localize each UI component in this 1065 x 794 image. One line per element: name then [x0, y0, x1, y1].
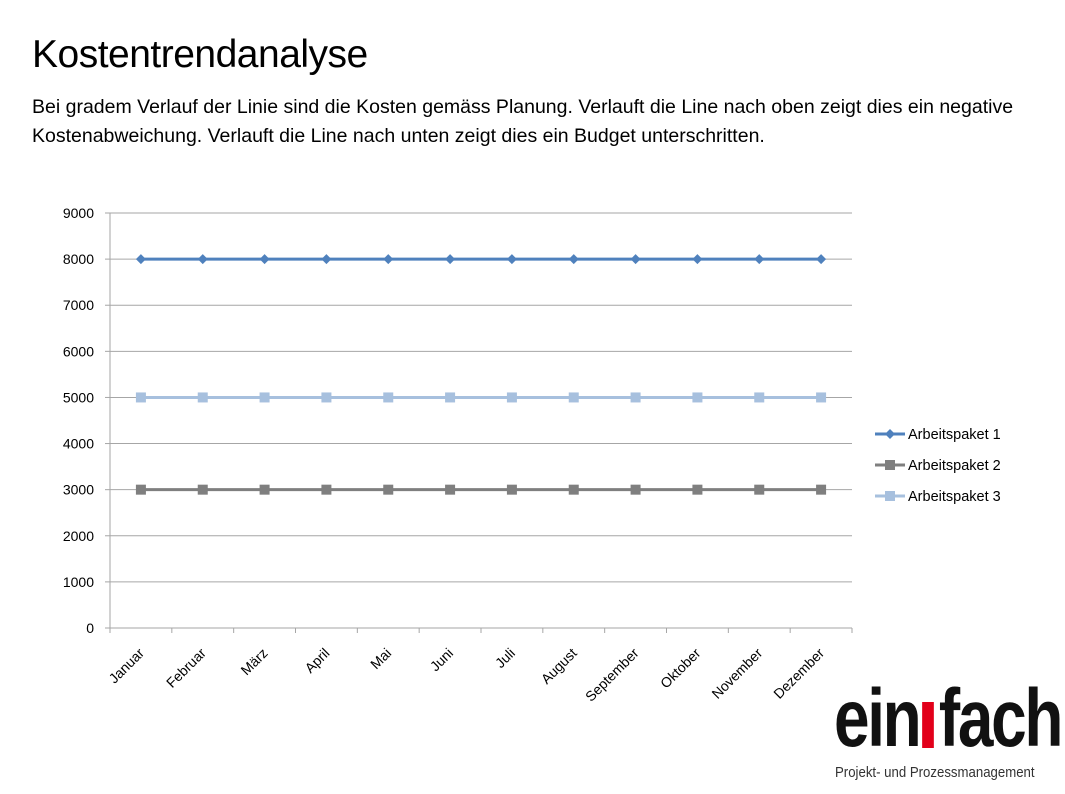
- data-point: [321, 254, 332, 265]
- data-point: [630, 392, 641, 403]
- data-point: [568, 254, 579, 265]
- logo-wordmark: ein fach: [834, 678, 1063, 760]
- data-point: [568, 392, 579, 403]
- chart-series: [135, 254, 827, 495]
- legend-item-2: Arbeitspaket 2: [875, 458, 1001, 474]
- x-tick-label: Juli: [492, 645, 518, 671]
- data-point: [568, 484, 579, 495]
- data-point: [259, 484, 270, 495]
- logo-red-bar: [922, 702, 935, 748]
- data-point: [383, 254, 394, 265]
- data-point: [135, 254, 146, 265]
- data-point: [506, 254, 517, 265]
- data-point: [754, 392, 765, 403]
- data-point: [445, 392, 456, 403]
- data-point: [816, 254, 827, 265]
- data-point: [445, 484, 456, 495]
- x-tick-label: September: [582, 645, 642, 705]
- data-point: [816, 484, 827, 495]
- y-tick-label: 9000: [63, 205, 94, 221]
- x-tick-label: Dezember: [770, 645, 827, 702]
- einfach-logo: ein fach Projekt- und Prozessmanagement: [834, 678, 1063, 784]
- data-point: [197, 484, 208, 495]
- y-tick-label: 3000: [63, 482, 94, 498]
- data-point: [692, 392, 703, 403]
- y-tick-label: 7000: [63, 297, 94, 313]
- data-point: [197, 254, 208, 265]
- x-tick-label: Januar: [105, 645, 147, 687]
- series-2: [135, 484, 827, 495]
- data-point: [135, 484, 146, 495]
- data-point: [506, 484, 517, 495]
- x-tick-label: April: [301, 645, 332, 676]
- slide-title: Kostentrendanalyse: [32, 33, 368, 76]
- x-tick-label: November: [708, 645, 765, 702]
- x-tick-label: März: [237, 645, 270, 678]
- data-point: [259, 392, 270, 403]
- y-tick-label: 2000: [63, 528, 94, 544]
- data-point: [321, 484, 332, 495]
- data-point: [135, 392, 146, 403]
- logo-word-part1: ein: [834, 673, 922, 764]
- x-tick-label: Juni: [427, 645, 456, 674]
- legend-item-3: Arbeitspaket 3: [875, 489, 1001, 505]
- data-point: [445, 254, 456, 265]
- data-point: [630, 254, 641, 265]
- logo-word-part2: fach: [938, 673, 1063, 764]
- data-point: [754, 254, 765, 265]
- legend-label: Arbeitspaket 2: [908, 458, 1001, 474]
- y-tick-label: 5000: [63, 389, 94, 405]
- y-tick-label: 6000: [63, 343, 94, 359]
- logo-subtitle: Projekt- und Prozessmanagement: [835, 764, 1035, 781]
- data-point: [692, 484, 703, 495]
- data-point: [321, 392, 332, 403]
- legend-marker: [885, 429, 895, 439]
- y-tick-label: 8000: [63, 251, 94, 267]
- data-point: [630, 484, 641, 495]
- chart-axes: 0 1000 2000 3000 4000 5000 6000 7000 8000 9000 Jan…: [63, 205, 853, 705]
- data-point: [259, 254, 270, 265]
- x-tick-label: August: [538, 645, 580, 687]
- chart-legend: Arbeitspaket 1 Arbeitspaket 2 Arbeitspaket…: [875, 427, 1001, 505]
- series-3: [135, 392, 827, 403]
- data-point: [383, 484, 394, 495]
- legend-marker: [885, 460, 895, 470]
- x-tick-label: Mai: [367, 645, 394, 672]
- data-point: [506, 392, 517, 403]
- series-1: [135, 254, 827, 265]
- data-point: [754, 484, 765, 495]
- legend-label: Arbeitspaket 3: [908, 489, 1001, 505]
- data-point: [197, 392, 208, 403]
- y-tick-label: 0: [86, 620, 94, 636]
- y-tick-label: 1000: [63, 574, 94, 590]
- legend-marker: [885, 491, 895, 501]
- slide-description: Bei gradem Verlauf der Linie sind die Ko…: [32, 96, 1014, 147]
- data-point: [692, 254, 703, 265]
- legend-item-1: Arbeitspaket 1: [875, 427, 1001, 443]
- y-tick-label: 4000: [63, 436, 94, 452]
- x-tick-label: Februar: [163, 645, 209, 691]
- x-tick-label: Oktober: [657, 645, 704, 692]
- data-point: [383, 392, 394, 403]
- legend-label: Arbeitspaket 1: [908, 427, 1001, 443]
- data-point: [816, 392, 827, 403]
